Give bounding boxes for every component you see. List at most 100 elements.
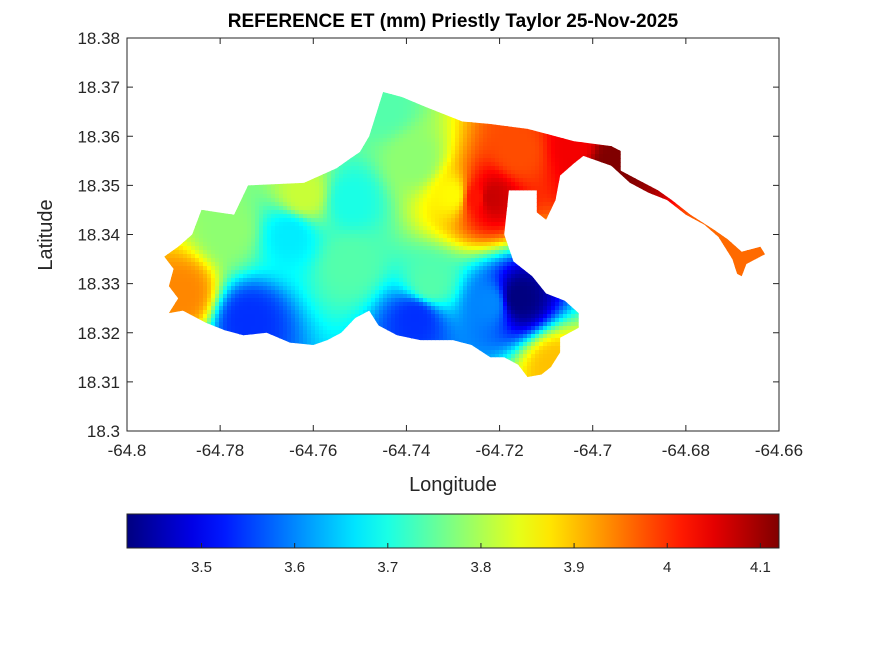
field-cell [243,302,248,307]
field-cell [295,242,300,247]
field-cell [267,262,272,267]
field-cell [287,214,292,219]
field-cell [287,318,292,323]
field-cell [315,314,320,319]
field-cell [299,326,304,331]
field-cell [271,250,276,255]
field-cell [295,282,300,287]
field-cell [283,270,288,275]
field-cell [279,186,284,191]
field-cell [315,290,320,295]
field-cell [243,254,248,259]
field-cell [203,230,208,235]
field-cell [267,322,272,327]
field-cell [303,250,308,255]
field-cell [267,250,272,255]
field-cell [207,238,212,243]
field-cell [323,198,328,203]
field-cell [243,330,248,335]
field-cell [259,282,264,287]
field-cell [311,290,316,295]
field-cell [223,274,228,279]
field-cell [319,178,324,183]
field-cell [275,282,280,287]
field-cell [299,278,304,283]
field-cell [243,270,248,275]
field-cell [259,234,264,239]
field-cell [299,194,304,199]
field-cell [299,290,304,295]
field-cell [235,318,240,323]
field-cell [203,318,208,323]
field-cell [323,266,328,271]
field-cell [303,242,308,247]
field-cell [279,226,284,231]
field-cell [251,278,256,283]
field-cell [287,222,292,227]
field-cell [251,226,256,231]
field-cell [275,230,280,235]
field-cell [255,290,260,295]
field-cell [311,202,316,207]
field-cell [207,294,212,299]
field-cell [199,222,204,227]
field-cell [307,210,312,215]
field-cell [247,194,252,199]
field-cell [251,206,256,211]
field-cell [279,286,284,291]
field-cell [303,182,308,187]
field-cell [291,222,296,227]
field-cell [271,214,276,219]
field-cell [223,234,228,239]
field-cell [171,278,176,283]
field-cell [183,302,188,307]
field-cell [295,330,300,335]
field-cell [247,226,252,231]
field-cell [271,266,276,271]
field-cell [191,302,196,307]
field-cell [327,194,332,199]
field-cell [279,198,284,203]
field-cell [271,238,276,243]
field-cell [291,262,296,267]
field-cell [323,294,328,299]
field-cell [315,274,320,279]
field-cell [239,230,244,235]
field-cell [223,322,228,327]
field-cell [319,286,324,291]
field-cell [323,330,328,335]
field-cell [283,322,288,327]
field-cell [319,194,324,199]
field-cell [187,242,192,247]
field-cell [319,250,324,255]
field-cell [267,254,272,259]
field-cell [287,186,292,191]
field-cell [263,226,268,231]
field-cell [227,226,232,231]
field-cell [287,330,292,335]
field-cell [183,266,188,271]
field-cell [307,282,312,287]
field-cell [291,194,296,199]
field-cell [319,278,324,283]
field-cell [187,290,192,295]
field-cell [263,330,268,335]
field-cell [271,310,276,315]
field-cell [247,258,252,263]
field-cell [203,294,208,299]
field-cell [203,302,208,307]
field-cell [243,262,248,267]
field-cell [227,266,232,271]
field-cell [219,298,224,303]
field-cell [219,310,224,315]
field-cell [227,274,232,279]
field-cell [287,286,292,291]
field-cell [291,322,296,327]
field-cell [307,314,312,319]
field-cell [319,294,324,299]
field-cell [255,270,260,275]
field-cell [315,186,320,191]
field-cell [239,218,244,223]
field-cell [315,214,320,219]
chart-title: REFERENCE ET (mm) Priestly Taylor 25-Nov… [228,11,679,32]
